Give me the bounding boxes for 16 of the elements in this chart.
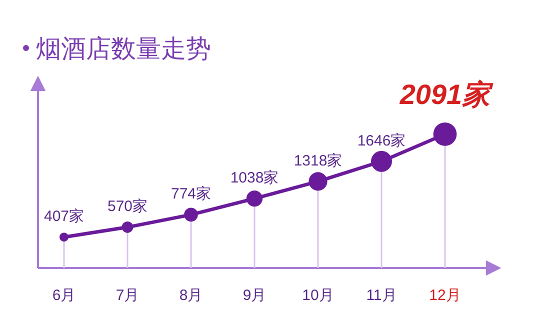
data-label: 2091家	[398, 79, 494, 110]
data-label: 1318家	[294, 152, 342, 170]
x-tick-label: 11月	[366, 287, 397, 304]
x-tick-label: 6月	[52, 287, 76, 304]
x-tick-label: 10月	[302, 287, 334, 304]
chart-title: 烟酒店数量走势	[36, 35, 211, 63]
data-label: 407家	[44, 208, 84, 226]
data-label: 774家	[170, 186, 212, 203]
point	[246, 190, 263, 207]
x-tick-label: 9月	[242, 287, 266, 304]
x-tick-label: 12月	[429, 287, 461, 304]
data-label: 1646家	[357, 132, 406, 150]
data-label: 1038家	[230, 170, 279, 187]
data-label: 570家	[107, 198, 148, 216]
x-tick-label: 7月	[116, 287, 140, 304]
x-tick-label: 8月	[179, 287, 203, 304]
